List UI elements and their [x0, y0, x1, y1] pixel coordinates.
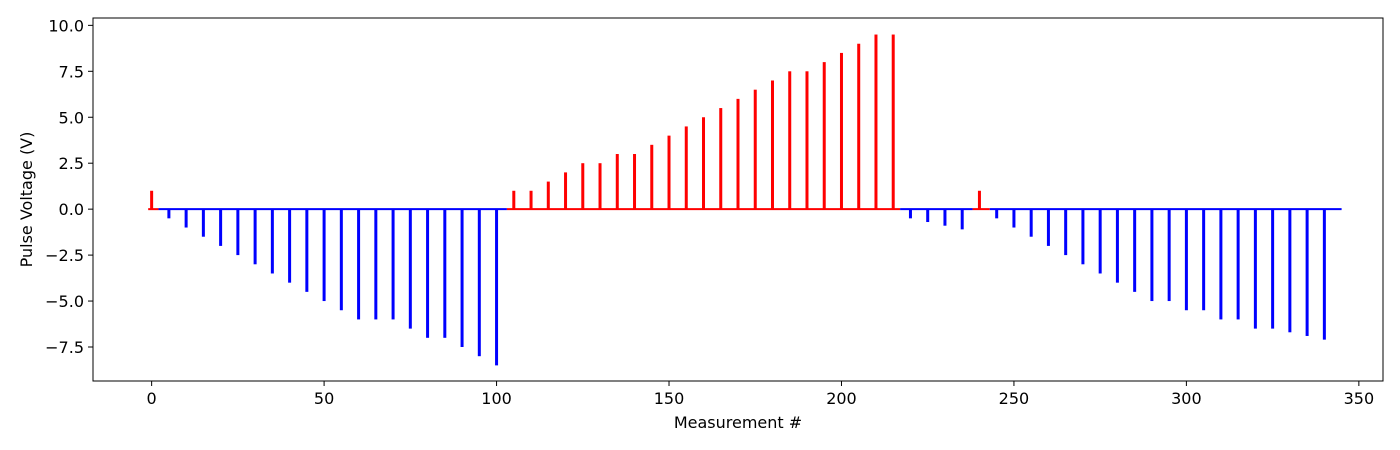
x-axis: 0 50 100 150 200 250 300 350 — [147, 381, 1375, 408]
pulse-bar — [1081, 209, 1085, 265]
pulse-bar — [184, 209, 188, 228]
pulse-bar — [977, 190, 981, 210]
pulse-bar — [1133, 209, 1137, 292]
pulse-bar — [374, 209, 378, 320]
y-tick-label: 7.5 — [59, 62, 84, 81]
pulse-bar — [305, 209, 309, 292]
pulse-bar — [1271, 209, 1275, 329]
x-axis-label: Measurement # — [674, 413, 802, 432]
pulse-bar — [564, 172, 568, 210]
pulse-bar — [253, 209, 257, 265]
y-tick-label: −2.5 — [45, 246, 84, 265]
pulse-bar — [1219, 209, 1223, 320]
pulse-bar — [167, 209, 171, 219]
pulse-bar — [598, 163, 602, 210]
pulse-bar — [960, 209, 964, 230]
pulse-bar — [546, 181, 550, 210]
pulse-bar — [288, 209, 292, 283]
y-axis: −7.5 −5.0 −2.5 0.0 2.5 5.0 7.5 10.0 — [45, 16, 93, 357]
pulse-bar — [908, 209, 912, 219]
pulse-bar — [995, 209, 999, 219]
pulse-bar — [770, 80, 774, 210]
pulse-bar — [1046, 209, 1050, 246]
pulse-bar — [1167, 209, 1171, 302]
pulse-bar — [357, 209, 361, 320]
pulse-bar — [1253, 209, 1257, 329]
pulse-bar — [1098, 209, 1102, 274]
pulse-bar — [1288, 209, 1292, 333]
pulse-bar — [839, 52, 843, 210]
pulse-bar — [270, 209, 274, 274]
pulse-bar — [201, 209, 205, 237]
pulse-bar — [1150, 209, 1154, 302]
y-axis-label: Pulse Voltage (V) — [17, 132, 36, 268]
pulse-bar — [1064, 209, 1068, 256]
pulse-bar — [529, 190, 533, 210]
pulse-bar — [1184, 209, 1188, 311]
y-tick-label: 10.0 — [48, 16, 84, 35]
pulse-bar — [667, 135, 671, 210]
pulse-bar — [219, 209, 223, 246]
y-tick-label: −5.0 — [45, 292, 84, 311]
pulse-bar — [322, 209, 326, 302]
pulse-bar — [581, 163, 585, 210]
pulse-bar — [512, 190, 516, 210]
pulse-bar — [1236, 209, 1240, 320]
pulse-bar — [633, 154, 637, 210]
pulse-bar — [788, 71, 792, 210]
pulse-bar — [822, 62, 826, 210]
pulse-bar — [1202, 209, 1206, 311]
pulse-bar — [650, 144, 654, 210]
y-tick-label: −7.5 — [45, 338, 84, 357]
pulse-bar — [719, 108, 723, 210]
pulse-bar — [943, 209, 947, 226]
x-tick-label: 350 — [1344, 389, 1375, 408]
x-tick-label: 250 — [999, 389, 1030, 408]
pulse-bar — [1029, 209, 1033, 237]
pulse-bar — [408, 209, 412, 329]
pulse-bar — [684, 126, 688, 210]
x-tick-label: 0 — [147, 389, 157, 408]
y-tick-label: 5.0 — [59, 108, 84, 127]
x-tick-label: 200 — [826, 389, 857, 408]
pulse-bar — [391, 209, 395, 320]
pulse-bar — [1322, 209, 1326, 340]
pulse-bar — [460, 209, 464, 347]
plot-frame — [92, 17, 1384, 382]
pulse-bar — [1012, 209, 1016, 228]
x-tick-label: 150 — [654, 389, 685, 408]
y-tick-label: 0.0 — [59, 200, 84, 219]
pulse-bar — [874, 34, 878, 210]
pulse-bar — [236, 209, 240, 256]
pulse-bar — [426, 209, 430, 338]
pulse-bar — [495, 209, 499, 366]
pulse-bar — [477, 209, 481, 357]
pulse-bar — [339, 209, 343, 311]
pulse-bar — [857, 43, 861, 210]
y-tick-label: 2.5 — [59, 154, 84, 173]
pulse-bar — [1115, 209, 1119, 283]
x-tick-label: 50 — [314, 389, 334, 408]
pulse-bar — [443, 209, 447, 338]
pulse-bar — [1305, 209, 1309, 336]
pulse-bar — [805, 71, 809, 210]
pulse-bar — [891, 34, 895, 210]
pulse-bar — [753, 89, 757, 210]
pulse-bar — [150, 190, 154, 210]
bars-group — [150, 34, 1326, 366]
x-tick-label: 100 — [481, 389, 512, 408]
pulse-bar — [702, 117, 706, 210]
x-tick-label: 300 — [1171, 389, 1202, 408]
pulse-bar — [615, 154, 619, 210]
pulse-bar — [926, 209, 930, 223]
pulse-bar — [736, 98, 740, 210]
